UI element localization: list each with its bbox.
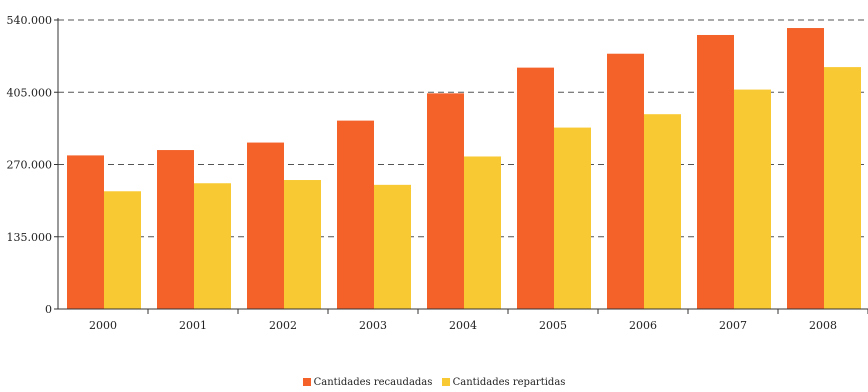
x-tick-label: 2002 (269, 319, 297, 332)
x-tick-label: 2007 (719, 319, 747, 332)
x-tick-label: 2001 (179, 319, 207, 332)
legend-swatch-recaudadas (302, 378, 311, 386)
x-tick-label: 2005 (539, 319, 567, 332)
legend-label-repartidas: Cantidades repartidas (452, 377, 566, 388)
axes (57, 18, 868, 310)
x-tick-label: 2008 (809, 319, 837, 332)
bar-recaudadas-2004 (427, 93, 464, 309)
bar-recaudadas-2005 (517, 67, 554, 309)
y-tick-label: 405.000 (7, 86, 53, 99)
bar-recaudadas-2001 (157, 150, 194, 309)
y-tick-labels: 0 135.000 270.000 405.000 540.000 (7, 14, 53, 316)
x-tick-label: 2000 (89, 319, 117, 332)
bar-repartidas-2001 (194, 183, 231, 309)
x-tick-label: 2003 (359, 319, 387, 332)
legend-item-repartidas: Cantidades repartidas (441, 377, 566, 388)
legend-item-recaudadas: Cantidades recaudadas (302, 377, 433, 388)
legend: Cantidades recaudadas Cantidades reparti… (0, 377, 868, 388)
x-tick-label: 2006 (629, 319, 657, 332)
y-tick-label: 0 (45, 303, 52, 316)
bar-recaudadas-2008 (787, 28, 824, 310)
legend-label-recaudadas: Cantidades recaudadas (313, 377, 433, 388)
bar-recaudadas-2007 (697, 34, 734, 310)
bar-repartidas-2003 (374, 184, 411, 309)
bar-recaudadas-2006 (607, 53, 644, 309)
bar-repartidas-2008 (824, 67, 861, 309)
legend-swatch-repartidas (441, 378, 450, 386)
y-tick-label: 540.000 (7, 14, 53, 27)
bar-recaudadas-2000 (67, 155, 104, 309)
y-tick-label: 270.000 (7, 159, 53, 172)
bar-repartidas-2002 (284, 180, 321, 309)
bar-recaudadas-2002 (247, 142, 284, 309)
bar-repartidas-2004 (464, 156, 501, 309)
bar-repartidas-2005 (554, 127, 591, 309)
x-tick-label: 2004 (449, 319, 477, 332)
bar-repartidas-2006 (644, 114, 681, 309)
bar-recaudadas-2003 (337, 120, 374, 310)
y-tick-label: 135.000 (7, 231, 53, 244)
bar-repartidas-2007 (734, 89, 771, 310)
bars (67, 28, 861, 310)
x-tick-labels: 2000 2001 2002 2003 2004 2005 2006 2007 2008 (89, 319, 837, 332)
bar-repartidas-2000 (104, 191, 141, 309)
